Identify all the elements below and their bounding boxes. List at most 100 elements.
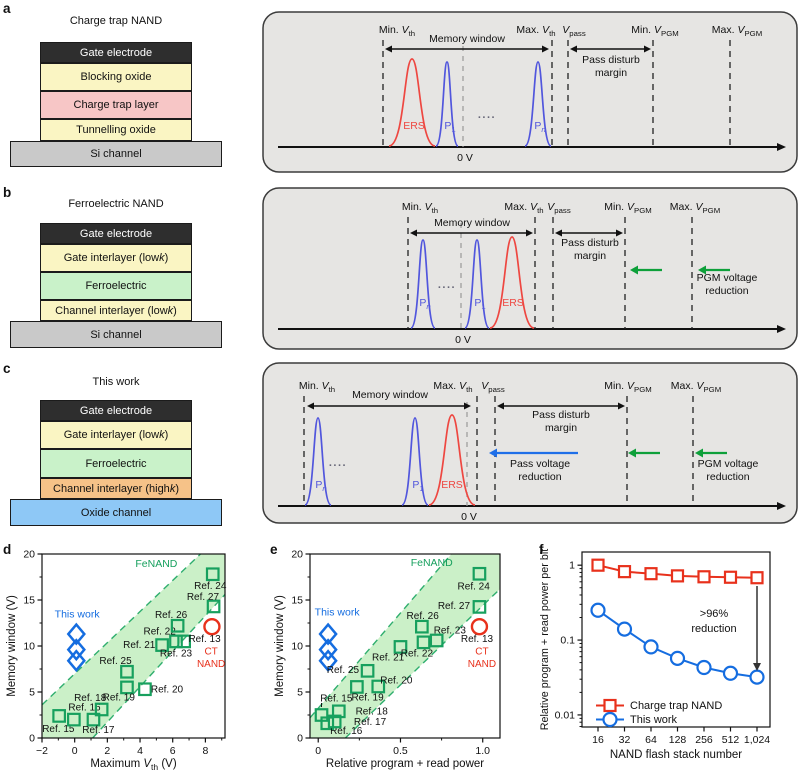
- curve-label: ERS: [441, 479, 463, 491]
- data-point-circle: [749, 669, 765, 685]
- data-point-square: [360, 663, 375, 678]
- y-tick-label: 5: [29, 687, 35, 699]
- x-tick-label: 8: [202, 745, 208, 757]
- panel-letter-f: f: [539, 542, 544, 557]
- data-point-square: [138, 682, 152, 697]
- data-point-circle: [203, 617, 221, 636]
- panel-letter-e: e: [270, 542, 278, 557]
- legend-label: This work: [630, 714, 678, 726]
- x-tick-label: 1.0: [475, 745, 490, 757]
- x-axis-label: NAND flash stack number: [610, 749, 742, 761]
- data-point-square: [327, 714, 342, 729]
- pass-disturb-label: margin: [574, 250, 606, 262]
- vth-distribution-curve: [401, 417, 429, 506]
- ellipsis-dots: ....: [438, 279, 456, 291]
- curve-label: P1: [444, 120, 455, 134]
- data-point-square: [86, 712, 101, 727]
- voltage-marker-label: Max. Vth: [516, 24, 555, 38]
- stack-layer: Tunnelling oxide: [40, 119, 192, 141]
- voltage-marker-label: Vpass: [481, 380, 505, 394]
- ref-label: Ref. 24: [458, 582, 491, 593]
- curve-label: ERS: [502, 297, 524, 309]
- reduction-label: reduction: [705, 285, 748, 297]
- ref-label: Ref. 26: [407, 611, 440, 622]
- vth-distribution-curve: [435, 61, 459, 147]
- chart-e: 0 0.5 1.0 0 5 10 15 20 Relative program + read p…: [274, 549, 501, 770]
- voltage-marker-label: Min. Vth: [299, 380, 335, 394]
- annotation-label: reduction: [691, 623, 736, 635]
- ref-label: Ref. 23: [434, 625, 467, 636]
- ref-label: Ref. 19: [351, 693, 384, 704]
- data-point-diamond: [66, 622, 86, 646]
- ref-label: Ref. 18: [356, 706, 389, 717]
- arrowhead: [644, 45, 651, 53]
- this-work-label: This work: [55, 608, 101, 620]
- curve-label: P1: [474, 297, 485, 311]
- data-point-square: [120, 680, 134, 695]
- x-tick-label: 64: [645, 734, 657, 746]
- arrowhead: [497, 402, 504, 410]
- x-tick-label: 6: [170, 745, 176, 757]
- data-point-square: [644, 567, 658, 581]
- reduction-label: reduction: [518, 471, 561, 483]
- data-point-square: [670, 569, 685, 583]
- arrowhead: [410, 229, 417, 237]
- data-point-circle: [643, 639, 659, 655]
- data-point-diamond: [318, 622, 338, 646]
- arrowhead: [616, 229, 623, 237]
- data-point-square: [697, 570, 711, 584]
- stack-substrate: Oxide channel: [10, 499, 222, 526]
- data-point-square: [67, 712, 81, 727]
- data-point-square: [205, 567, 220, 582]
- y-tick-label: 20: [23, 549, 35, 561]
- voltage-diagram-c: Min. Vth Max. Vth Vpass Min. VPGM Max. VPGM 0…: [262, 362, 798, 524]
- curve-label: Pn: [534, 120, 545, 134]
- data-point-circle: [616, 621, 633, 637]
- ct-nand-label: CT: [204, 647, 217, 658]
- x-tick-label: 16: [592, 734, 604, 746]
- diagram-box: [262, 187, 798, 350]
- reduction-label: Pass voltage: [510, 458, 570, 470]
- legend-label: Charge trap NAND: [630, 700, 722, 712]
- voltage-marker-label: Vpass: [547, 201, 571, 215]
- ref-label: Ref. 20: [380, 676, 413, 687]
- curve-label: ERS: [403, 120, 425, 132]
- arrowhead: [695, 448, 703, 458]
- stack-layer: Gate electrode: [40, 223, 192, 244]
- data-point-square: [416, 635, 431, 650]
- arrowhead: [385, 45, 392, 53]
- data-point-square: [170, 618, 185, 633]
- pass-disturb-label: Pass disturb: [582, 54, 640, 66]
- voltage-marker-label: Min. VPGM: [604, 201, 651, 215]
- y-tick-label: 0.01: [555, 709, 576, 721]
- this-work-label: This work: [315, 607, 361, 619]
- data-point-square: [750, 571, 764, 585]
- x-tick-label: 0: [72, 745, 78, 757]
- reduction-label: reduction: [706, 471, 749, 483]
- stack-layer: Gate interlayer (low k): [40, 421, 192, 449]
- x-tick-label: 0.5: [393, 745, 408, 757]
- x-tick-label: 4: [137, 745, 143, 757]
- x-tick-label: 32: [619, 734, 631, 746]
- zero-volt-label: 0 V: [457, 152, 473, 164]
- ref-label: Ref. 17: [354, 717, 387, 728]
- y-tick-label: 15: [291, 595, 303, 607]
- arrowhead: [526, 229, 533, 237]
- arrowhead: [777, 143, 786, 151]
- x-tick-label: 0: [315, 745, 321, 757]
- pass-disturb-label: margin: [545, 422, 577, 434]
- data-point-square: [155, 638, 169, 652]
- y-axis-label: Memory window (V): [274, 595, 286, 697]
- band-label: FeNAND: [411, 557, 453, 569]
- y-tick-label: 20: [291, 549, 303, 561]
- x-axis-label: Maximum Vth (V): [90, 758, 176, 770]
- stack-layer: Ferroelectric: [40, 449, 192, 478]
- data-point-square: [94, 702, 109, 717]
- data-point-square: [415, 619, 429, 634]
- arrowhead: [777, 325, 786, 333]
- reduction-label: PGM voltage: [697, 272, 758, 284]
- ref-label: Ref. 25: [327, 665, 360, 676]
- stack-layer: Channel interlayer (high k): [40, 478, 192, 499]
- y-tick-label: 15: [23, 595, 35, 607]
